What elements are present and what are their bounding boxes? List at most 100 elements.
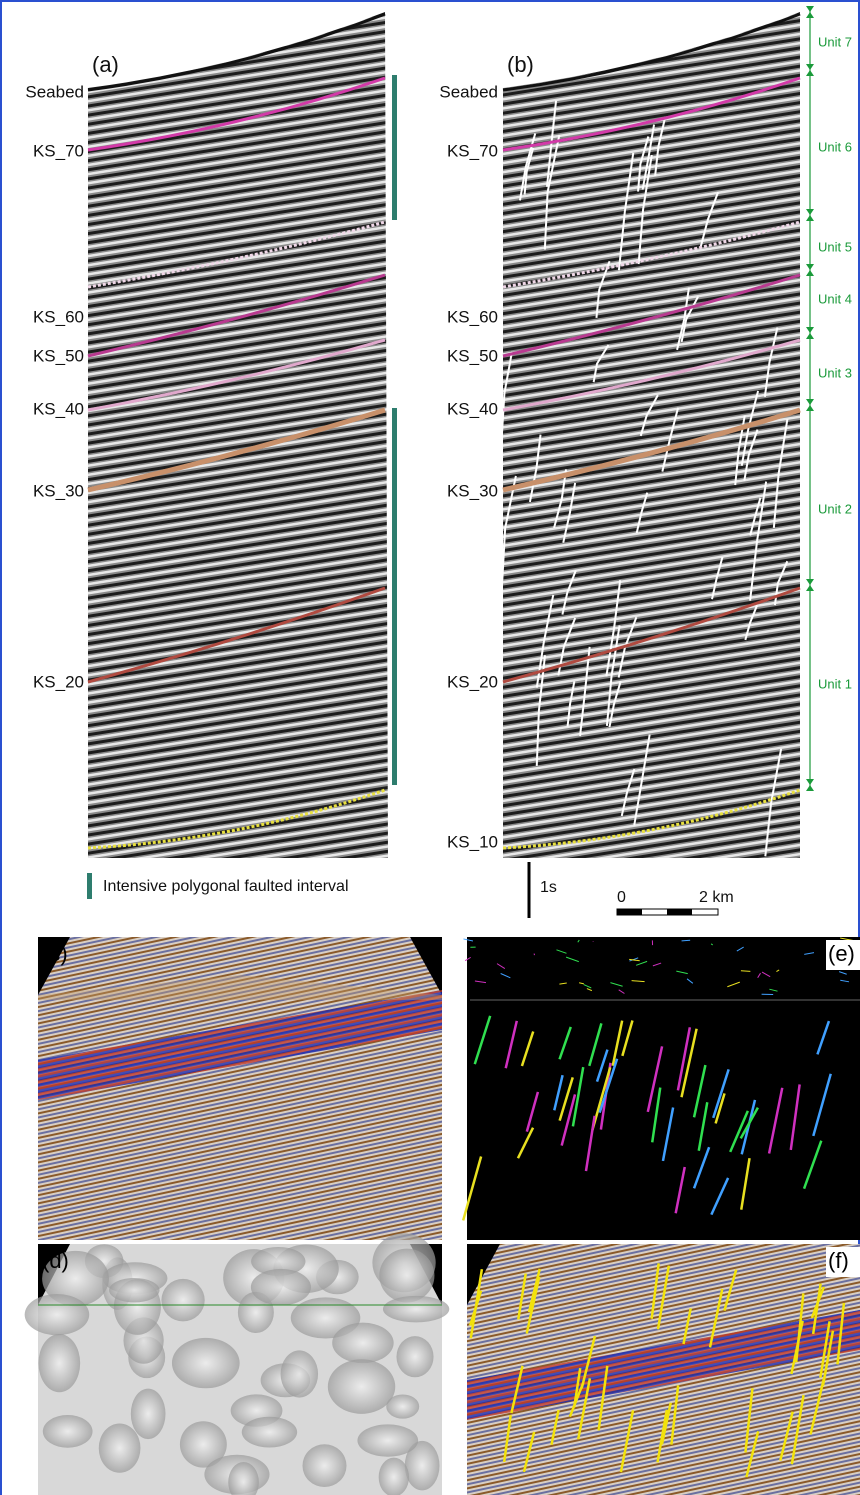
- fault: [710, 1177, 730, 1216]
- horizon-label: KS_70: [33, 141, 84, 160]
- fault: [639, 394, 659, 437]
- unit-marker: [806, 264, 814, 276]
- unit-label: Unit 6: [818, 139, 852, 154]
- fault: [598, 1058, 619, 1113]
- fault: [749, 497, 762, 536]
- fault: [577, 939, 580, 943]
- blob: [250, 1268, 311, 1306]
- blob: [386, 1394, 420, 1419]
- fault: [711, 556, 724, 600]
- fault: [618, 989, 625, 994]
- fault: [812, 1073, 832, 1137]
- horizon-label: KS_70: [447, 141, 498, 160]
- fault: [744, 1388, 754, 1453]
- unit-label: Unit 2: [818, 501, 852, 516]
- fault: [802, 1140, 823, 1190]
- panel-label: (c): [42, 941, 68, 966]
- fault: [595, 260, 611, 318]
- fault: [474, 980, 487, 984]
- fault: [692, 1146, 711, 1189]
- fault: [584, 1115, 596, 1172]
- horizon-label: KS_40: [447, 399, 498, 418]
- fault: [500, 973, 511, 979]
- blob: [98, 1423, 141, 1473]
- fault: [617, 152, 635, 271]
- unit-markers: [806, 6, 814, 791]
- fault: [605, 580, 622, 677]
- panel-e: (e): [461, 937, 860, 1240]
- fault: [811, 1283, 822, 1335]
- fault: [522, 1431, 536, 1473]
- fault: [840, 979, 850, 983]
- horizon-labels-b: Seabed KS_70 KS_60 KS_50 KS_40 KS_30 KS_20 KS_1…: [439, 82, 498, 851]
- fault: [523, 147, 535, 195]
- horizon-label: KS_60: [447, 307, 498, 326]
- fault: [761, 971, 771, 978]
- fault: [559, 982, 567, 985]
- fault: [572, 1368, 582, 1408]
- fault: [779, 1411, 794, 1461]
- fault: [736, 946, 744, 952]
- blob: [302, 1444, 347, 1488]
- fault: [619, 1410, 635, 1473]
- blob: [379, 1248, 435, 1303]
- fault: [629, 958, 640, 962]
- unit-marker: [806, 327, 814, 339]
- horizon-label: Seabed: [439, 82, 498, 101]
- fault: [767, 1087, 784, 1154]
- panel-label: (f): [828, 1248, 849, 1273]
- fault: [560, 1094, 577, 1146]
- fault: [646, 1046, 664, 1113]
- fault: [708, 1288, 724, 1348]
- blob: [357, 1424, 419, 1457]
- fault: [692, 1064, 707, 1118]
- fault: [641, 124, 656, 190]
- fault: [528, 434, 542, 503]
- blob: [38, 1334, 81, 1393]
- fault: [836, 1302, 846, 1365]
- fault: [656, 1265, 671, 1330]
- fault: [473, 1015, 492, 1065]
- panel-label: (e): [828, 941, 855, 966]
- horizons-b: [502, 12, 801, 850]
- fault: [591, 1067, 612, 1131]
- fault: [680, 1028, 698, 1098]
- fault: [710, 943, 714, 946]
- fault: [556, 949, 567, 954]
- panel-label: (b): [507, 52, 534, 77]
- panel-d: (d): [24, 1233, 450, 1495]
- seismic-section-b: [503, 12, 800, 858]
- blob-texture: [24, 1233, 450, 1495]
- unit-marker: [806, 399, 814, 411]
- horizons-a: [87, 12, 386, 850]
- horizon-label: KS_60: [33, 307, 84, 326]
- panel-f: (f): [467, 1244, 860, 1495]
- unit-labels: Unit 7 Unit 6 Unit 5 Unit 4 Unit 3 Unit 2 Unit…: [818, 34, 852, 691]
- fault: [520, 1031, 535, 1067]
- fault: [516, 1127, 535, 1159]
- fault: [535, 655, 547, 766]
- blob: [130, 1388, 166, 1440]
- fault: [816, 1020, 831, 1055]
- horizon-labels-a: Seabed KS_70 KS_60 KS_50 KS_40 KS_30 KS_20: [25, 82, 84, 691]
- fault: [660, 1402, 672, 1445]
- distance-scale-segment: [667, 909, 692, 915]
- fault: [635, 960, 648, 966]
- fault: [588, 1023, 603, 1067]
- fault: [464, 956, 471, 962]
- fault: [558, 1077, 574, 1121]
- fault: [697, 1102, 709, 1151]
- seismic-section-a: [88, 12, 388, 858]
- horizon-label: KS_30: [447, 481, 498, 500]
- fault: [608, 680, 622, 728]
- fault: [661, 1107, 675, 1162]
- fault: [566, 681, 576, 727]
- fault: [500, 351, 513, 435]
- blob: [332, 1322, 394, 1364]
- fault: [740, 1157, 751, 1210]
- distance-scale-end: 2 km: [699, 889, 734, 906]
- fault: [501, 475, 517, 581]
- fault: [670, 1385, 680, 1445]
